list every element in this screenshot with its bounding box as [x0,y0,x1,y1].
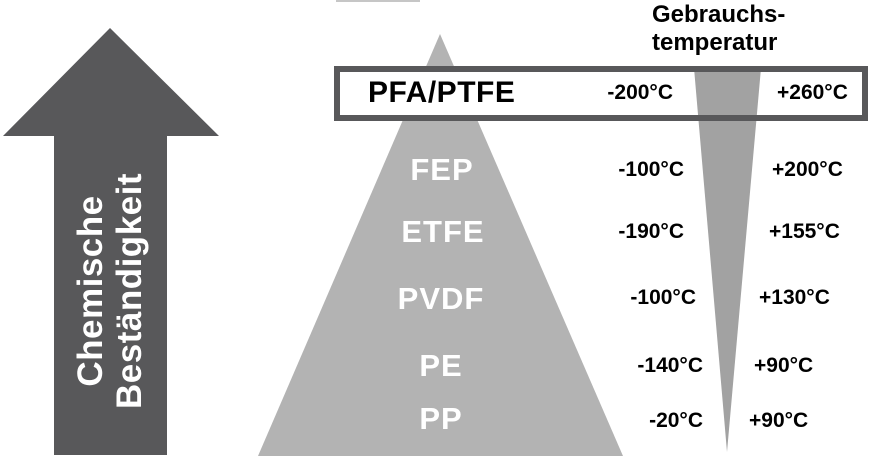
chemical-resistance-label: Chemische Beständigkeit [71,173,149,409]
material-label-etfe: ETFE [401,214,485,249]
max-temp-etfe: +155°C [769,220,840,243]
max-temp-pp: +90°C [749,409,809,432]
min-temp-pp: -20°C [649,409,703,432]
highlight-box-border [334,66,868,121]
material-label-fep: FEP [410,152,474,187]
min-temp-pfa-ptfe: -200°C [607,81,673,104]
material-label-pfa-ptfe: PFA/PTFE [368,76,516,109]
min-temp-pe: -140°C [637,354,703,377]
min-temp-pvdf: -100°C [630,286,696,309]
chemical-resistance-arrow [3,28,219,455]
material-label-pvdf: PVDF [397,281,485,316]
min-temp-etfe: -190°C [618,220,684,243]
max-temp-pvdf: +130°C [759,286,830,309]
max-temp-pfa-ptfe: +260°C [777,81,848,104]
material-label-pp: PP [419,401,463,436]
top-edge-artifact [336,0,420,2]
material-label-pe: PE [419,348,463,383]
temperature-funnel-triangle [694,68,761,452]
max-temp-pe: +90°C [754,354,814,377]
pyramid-triangle [258,34,623,456]
min-temp-fep: -100°C [618,158,684,181]
highlight-box-fill [337,69,865,118]
usage-temperature-heading: Gebrauchs- temperatur [652,1,786,56]
max-temp-fep: +200°C [772,158,843,181]
